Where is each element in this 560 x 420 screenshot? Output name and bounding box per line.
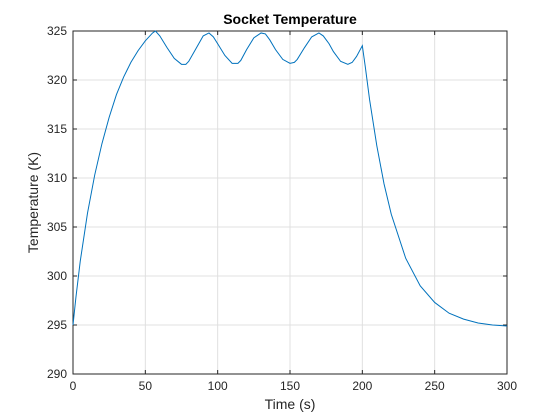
tick-labels: 0 50 100 150 200 250 300 290 295 300 305 310 315 320 3… bbox=[47, 24, 517, 393]
x-tick-label: 250 bbox=[425, 379, 445, 393]
y-tick-label: 300 bbox=[47, 269, 67, 283]
x-tick-label: 0 bbox=[70, 379, 77, 393]
y-axis-label: Temperature (K) bbox=[25, 152, 41, 253]
x-axis-label: Time (s) bbox=[265, 396, 316, 412]
y-tick-label: 305 bbox=[47, 220, 67, 234]
series-line-temperature bbox=[72, 30, 508, 327]
y-tick-label: 325 bbox=[47, 24, 67, 38]
y-tick-label: 310 bbox=[47, 171, 67, 185]
x-tick-label: 100 bbox=[208, 379, 228, 393]
x-tick-label: 300 bbox=[497, 379, 517, 393]
y-tick-label: 290 bbox=[47, 367, 67, 381]
x-tick-label: 200 bbox=[352, 379, 372, 393]
y-tick-label: 320 bbox=[47, 73, 67, 87]
chart-title: Socket Temperature bbox=[223, 11, 357, 27]
y-tick-label: 315 bbox=[47, 122, 67, 136]
y-tick-label: 295 bbox=[47, 318, 67, 332]
grid bbox=[72, 30, 508, 375]
axis-ticks bbox=[72, 30, 508, 375]
x-tick-label: 50 bbox=[139, 379, 153, 393]
x-tick-label: 150 bbox=[280, 379, 300, 393]
